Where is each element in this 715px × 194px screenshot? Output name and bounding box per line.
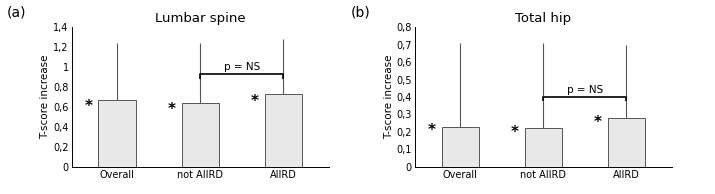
Bar bbox=[99, 100, 136, 167]
Text: *: * bbox=[168, 102, 176, 117]
Bar bbox=[525, 128, 562, 167]
Text: *: * bbox=[251, 94, 259, 109]
Text: *: * bbox=[594, 115, 602, 130]
Bar bbox=[442, 127, 479, 167]
Text: *: * bbox=[428, 123, 436, 138]
Bar bbox=[182, 103, 219, 167]
Text: (b): (b) bbox=[350, 6, 370, 20]
Text: (a): (a) bbox=[7, 6, 26, 20]
Text: p = NS: p = NS bbox=[224, 62, 260, 72]
Text: *: * bbox=[511, 125, 519, 140]
Text: p = NS: p = NS bbox=[567, 85, 603, 95]
Text: *: * bbox=[84, 99, 93, 114]
Title: Total hip: Total hip bbox=[516, 12, 571, 25]
Title: Lumbar spine: Lumbar spine bbox=[155, 12, 245, 25]
Bar bbox=[265, 94, 302, 167]
Y-axis label: T-score increase: T-score increase bbox=[384, 55, 394, 139]
Bar bbox=[608, 118, 645, 167]
Y-axis label: T-score increase: T-score increase bbox=[41, 55, 51, 139]
